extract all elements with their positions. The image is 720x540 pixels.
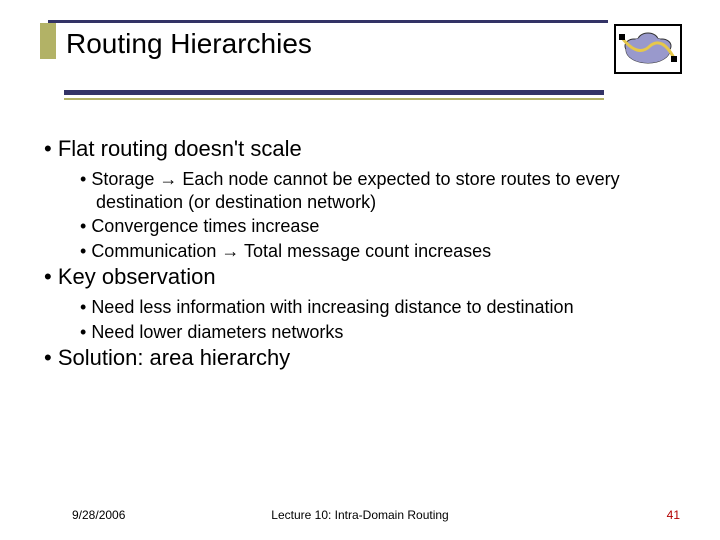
title-left-accent	[40, 23, 56, 59]
footer-lecture-title: Lecture 10: Intra-Domain Routing	[271, 508, 448, 522]
routing-cloud-icon	[614, 24, 682, 74]
title-underline-thick	[64, 90, 604, 95]
bullet-text: Need lower diameters networks	[91, 322, 343, 342]
bullet-item: Solution: area hierarchy	[40, 345, 680, 371]
bullet-text: Solution: area hierarchy	[58, 345, 290, 370]
bullet-item: Storage → Each node cannot be expected t…	[80, 168, 680, 213]
slide-footer: 9/28/2006 Lecture 10: Intra-Domain Routi…	[0, 508, 720, 522]
content-area: Flat routing doesn't scale Storage → Eac…	[40, 136, 680, 371]
slide-title: Routing Hierarchies	[48, 26, 680, 62]
bullet-item: Need lower diameters networks	[80, 321, 680, 344]
footer-date: 9/28/2006	[72, 508, 125, 522]
bullet-text: Communication → Total message count incr…	[91, 241, 491, 261]
bullet-item: Key observation	[40, 264, 680, 290]
title-underline-thin	[64, 98, 604, 100]
bullet-item: Convergence times increase	[80, 215, 680, 238]
title-block: Routing Hierarchies	[40, 20, 680, 100]
bullet-item: Communication → Total message count incr…	[80, 240, 680, 263]
bullet-text: Flat routing doesn't scale	[58, 136, 302, 161]
bullet-item: Need less information with increasing di…	[80, 296, 680, 319]
bullet-item: Flat routing doesn't scale	[40, 136, 680, 162]
bullet-text: Need less information with increasing di…	[91, 297, 573, 317]
bullet-text: Storage → Each node cannot be expected t…	[91, 169, 619, 212]
footer-page-number: 41	[667, 508, 680, 522]
bullet-text: Key observation	[58, 264, 216, 289]
title-top-rule	[48, 20, 608, 23]
title-underline	[40, 90, 600, 100]
bullet-text: Convergence times increase	[91, 216, 319, 236]
slide-container: Routing Hierarchies Flat routing doesn't…	[0, 0, 720, 540]
